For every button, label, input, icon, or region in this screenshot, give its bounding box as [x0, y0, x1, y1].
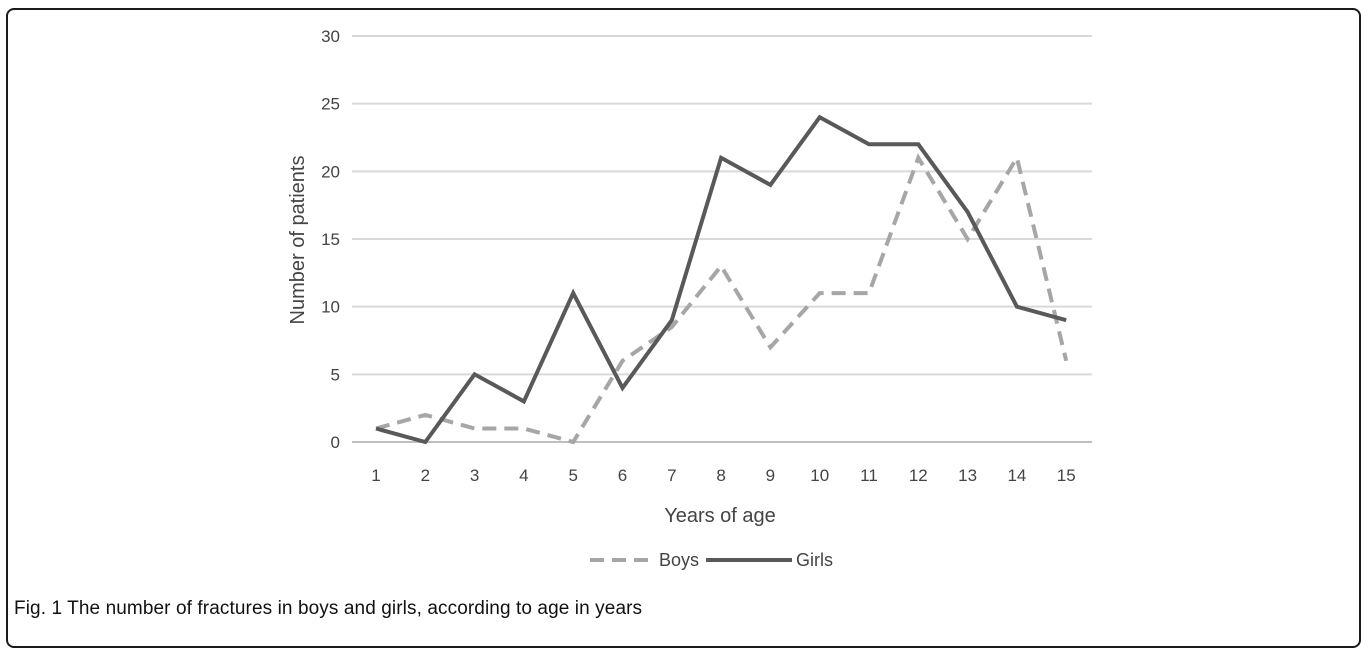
legend-label-girls: Girls	[796, 550, 833, 570]
x-tick-label: 1	[371, 466, 380, 485]
x-tick-label: 15	[1057, 466, 1076, 485]
y-tick-label: 20	[321, 162, 340, 181]
x-tick-label: 10	[810, 466, 829, 485]
plot-area-background	[288, 20, 1093, 572]
series-line-girls	[375, 114, 1067, 445]
x-tick-label: 11	[860, 466, 878, 485]
x-tick-label: 14	[1007, 466, 1026, 485]
x-tick-label: 7	[667, 466, 676, 485]
x-tick-label: 3	[470, 466, 479, 485]
y-axis-ticks: 0 5 10 15 20 25 30	[321, 27, 340, 452]
x-tick-label: 8	[716, 466, 725, 485]
y-tick-label: 15	[321, 230, 340, 249]
y-tick-label: 5	[331, 365, 340, 384]
x-tick-label: 12	[909, 466, 928, 485]
x-tick-label: 4	[519, 466, 528, 485]
y-axis-title: Number of patients	[287, 156, 309, 325]
y-tick-label: 30	[321, 27, 340, 46]
x-tick-label: 5	[568, 466, 577, 485]
figure-caption: Fig. 1 The number of fractures in boys a…	[14, 598, 643, 619]
x-tick-label: 9	[766, 466, 775, 485]
x-tick-label: 6	[618, 466, 627, 485]
legend-label-boys: Boys	[659, 550, 699, 570]
y-tick-label: 10	[321, 298, 340, 317]
data-series	[375, 114, 1069, 445]
x-axis-title: Years of age	[664, 505, 776, 527]
y-tick-label: 25	[321, 95, 340, 114]
legend: Boys Girls	[590, 550, 833, 570]
y-tick-label: 0	[331, 433, 340, 452]
x-tick-label: 13	[958, 466, 977, 485]
x-axis-ticks: 1 2 3 4 5 6 7 8 9 10 11 12 13 14 15	[371, 466, 1075, 485]
series-line-boys	[375, 152, 1069, 445]
x-tick-label: 2	[421, 466, 430, 485]
